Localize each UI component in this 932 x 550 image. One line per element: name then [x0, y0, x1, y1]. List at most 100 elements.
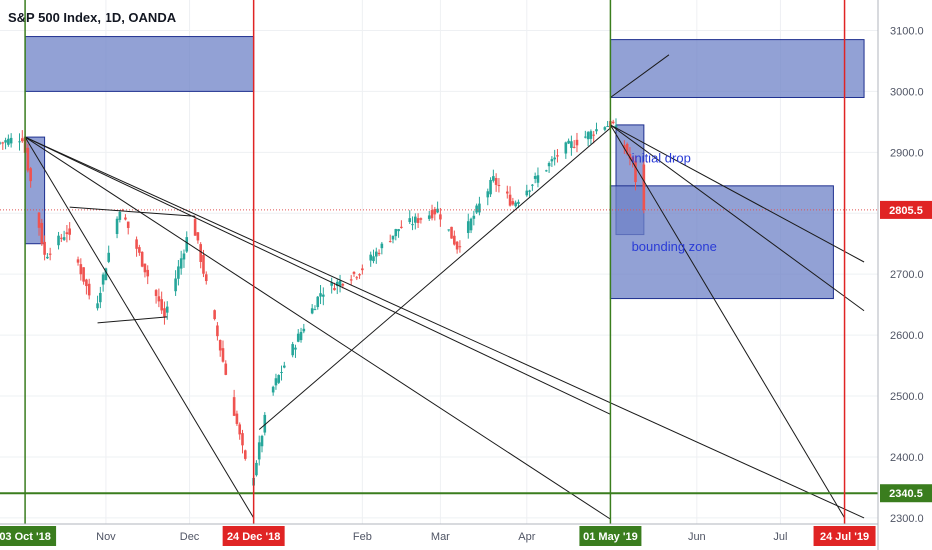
candle-body: [1, 142, 5, 144]
candle-body: [154, 290, 158, 296]
candle-body: [138, 247, 141, 253]
candle-body: [394, 229, 398, 237]
trendline: [69, 206, 196, 217]
candle-body: [238, 424, 242, 435]
zone-box: [609, 185, 834, 300]
candle-body: [533, 176, 537, 179]
chart-annotation: initial drop: [632, 150, 691, 165]
candle-body: [517, 201, 520, 204]
candle-body: [296, 333, 300, 342]
candle-body: [232, 397, 236, 416]
candle-body: [525, 190, 529, 196]
candle-body: [0, 142, 2, 144]
candle-body: [575, 139, 579, 146]
candle-body: [216, 325, 219, 337]
candle-body: [319, 293, 322, 297]
candle-body: [76, 259, 80, 263]
date-badge-label: 24 Jul '19: [820, 531, 869, 543]
time-axis: Nov Dec Feb Mar Apr Jun Jul 03 Oct '18 24 Dec '1…: [0, 523, 878, 546]
time-tick-label: Jul: [773, 531, 787, 543]
level-label: 2340.5: [889, 488, 923, 500]
grid: [0, 0, 878, 524]
candle-body: [235, 413, 239, 424]
candle-body: [380, 243, 384, 249]
candle-body: [631, 157, 635, 162]
candle-body: [466, 221, 470, 233]
candle-body: [185, 237, 189, 252]
price-tick-label: 2400.0: [890, 452, 924, 464]
candle-body: [592, 134, 595, 136]
candle-body: [511, 201, 515, 205]
candle-body: [302, 328, 306, 332]
date-badge-label: 03 Oct '18: [0, 531, 51, 543]
candle-body: [165, 306, 169, 313]
candle-body: [505, 191, 509, 194]
price-axis: 2300.02400.02500.02600.02700.02800.02900…: [877, 0, 932, 550]
candle-body: [241, 433, 244, 446]
trendline: [24, 136, 255, 519]
candle-body: [453, 235, 456, 245]
candle-body: [570, 141, 573, 148]
candle-body: [257, 442, 261, 460]
candle-body: [400, 226, 403, 228]
candle-body: [352, 271, 356, 274]
candle-body: [545, 170, 548, 172]
time-tick-label: Mar: [431, 531, 450, 543]
candle-body: [174, 278, 177, 292]
date-badge: [222, 526, 285, 546]
candle-body: [196, 232, 200, 241]
candle-body: [118, 211, 122, 220]
candle-body: [531, 184, 534, 186]
candle-body: [550, 159, 554, 162]
candle-body: [48, 253, 52, 255]
candle-body: [572, 146, 576, 148]
candle-body: [508, 194, 512, 206]
candle-body: [199, 244, 202, 262]
candle-body: [26, 147, 30, 171]
candle-body: [291, 344, 294, 356]
candle-body: [614, 125, 618, 129]
candle-body: [177, 266, 180, 279]
candle-body: [408, 218, 412, 223]
candle-body: [333, 287, 336, 291]
candle-body: [472, 215, 476, 219]
candle-body: [450, 226, 453, 239]
time-tick-label: Dec: [180, 531, 200, 543]
candle-body: [4, 140, 7, 143]
candle-body: [274, 378, 278, 386]
candle-body: [60, 237, 63, 239]
candle-body: [372, 256, 375, 262]
candle-body: [603, 127, 607, 130]
candle-body: [338, 280, 342, 287]
date-badge-label: 01 May '19: [583, 531, 638, 543]
price-tick-label: 3000.0: [890, 86, 924, 98]
candle-body: [553, 157, 556, 160]
candle-body: [271, 386, 275, 393]
candle-body: [243, 450, 247, 459]
candle-body: [9, 137, 13, 144]
candle-body: [115, 218, 119, 235]
candle-body: [62, 237, 66, 240]
candle-body: [388, 241, 392, 243]
candle-body: [374, 251, 378, 257]
candle-body: [87, 283, 91, 296]
candle-body: [202, 255, 205, 274]
candle-body: [528, 190, 531, 192]
candle-body: [218, 340, 222, 351]
candle-body: [99, 292, 102, 303]
candle-body: [628, 153, 632, 159]
candle-body: [37, 212, 41, 228]
candle-body: [160, 299, 163, 311]
candle-body: [46, 256, 49, 259]
candle-body: [455, 241, 459, 250]
price-tick-label: 2900.0: [890, 147, 924, 159]
candle-body: [611, 121, 615, 124]
trendline: [609, 124, 845, 519]
candle-body: [416, 218, 420, 223]
candle-body: [433, 208, 437, 215]
trendline: [610, 124, 865, 263]
candle-body: [397, 229, 400, 232]
candle-body: [126, 221, 130, 228]
candle-body: [101, 274, 105, 285]
trendline: [610, 124, 865, 312]
